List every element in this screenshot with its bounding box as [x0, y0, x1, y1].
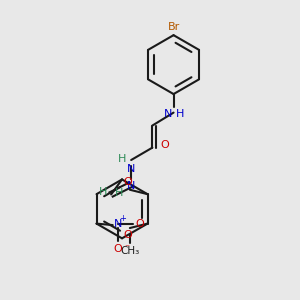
- Text: H: H: [176, 109, 184, 119]
- Text: N: N: [164, 109, 172, 119]
- Text: Br: Br: [167, 22, 180, 32]
- Text: O: O: [123, 177, 132, 188]
- Text: +: +: [119, 214, 126, 223]
- Text: N: N: [114, 219, 122, 229]
- Text: O: O: [135, 219, 144, 229]
- Text: H: H: [99, 187, 107, 197]
- Text: O: O: [160, 140, 169, 150]
- Text: H: H: [118, 154, 127, 164]
- Text: O: O: [114, 244, 122, 254]
- Text: N: N: [126, 164, 135, 173]
- Text: H: H: [115, 188, 123, 198]
- Text: CH₃: CH₃: [120, 246, 140, 256]
- Text: O: O: [123, 230, 132, 240]
- Text: N: N: [126, 181, 135, 190]
- Text: ⁻: ⁻: [124, 244, 130, 254]
